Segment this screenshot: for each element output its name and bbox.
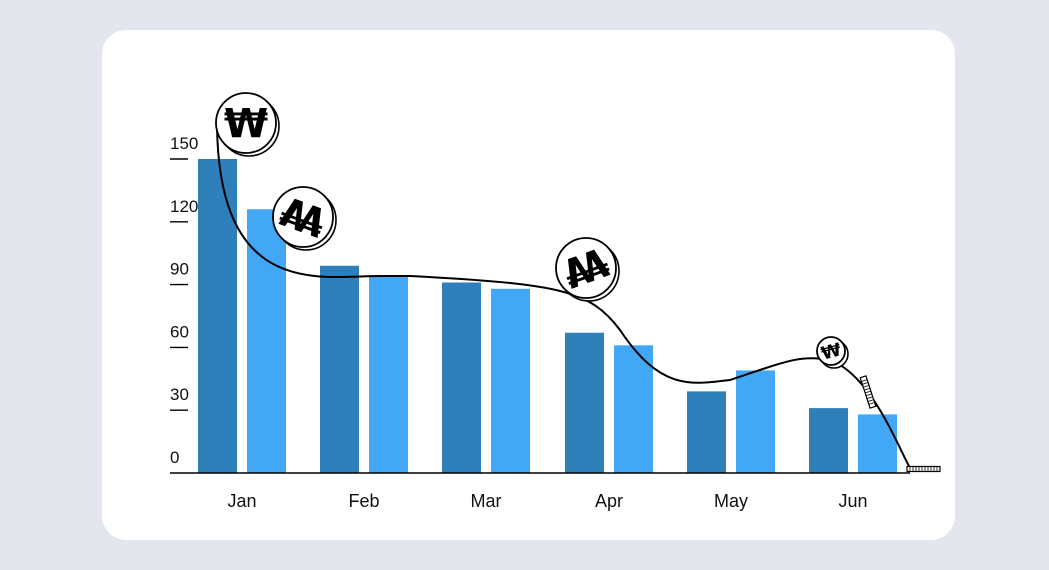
bar-series2-mar	[491, 288, 530, 473]
coin-ridge	[867, 399, 874, 402]
coin-face	[272, 186, 334, 248]
x-tick-label: Jan	[227, 491, 256, 511]
bars	[198, 159, 897, 474]
bar-series2-jan	[247, 209, 286, 474]
coin-ridge	[864, 387, 871, 391]
coin-edge-on-icon	[859, 375, 877, 409]
coin-ridge	[865, 390, 871, 394]
won-coin-icon: ₩	[816, 336, 849, 369]
y-tick-label: 90	[170, 260, 189, 279]
won-coin-icon: ₩	[272, 186, 337, 251]
bar-series1-may	[687, 391, 726, 473]
bar-series2-may	[736, 370, 775, 473]
x-tick-label: Jun	[838, 491, 867, 511]
x-tick-label: Feb	[348, 491, 379, 511]
coin-ridge	[868, 402, 875, 405]
coin-face	[555, 237, 617, 299]
bar-series2-apr	[614, 345, 653, 473]
bar-series1-apr	[565, 332, 604, 473]
y-tick-label: 60	[170, 322, 189, 341]
coin-ridge	[865, 393, 872, 397]
coin-face	[816, 336, 846, 366]
y-axis: 0 30 60 90 120 150	[170, 134, 198, 467]
coin-ridge	[866, 396, 873, 400]
y-tick-label: 150	[170, 134, 198, 153]
bar-series2-jun	[858, 414, 897, 473]
coin-ridge	[862, 382, 869, 385]
coin-flat-icon	[906, 465, 941, 473]
x-tick-label: Mar	[471, 491, 502, 511]
coin-flat-body	[906, 465, 941, 473]
coin-curve-decoration: ₩₩₩₩	[215, 92, 941, 473]
won-coin-icon: ₩	[555, 237, 620, 302]
bar-series1-feb	[320, 265, 359, 473]
coin-ridge	[861, 379, 868, 382]
coin-ridge	[863, 384, 870, 388]
y-tick-label: 120	[170, 197, 198, 216]
won-symbol-glyph: ₩	[224, 101, 268, 147]
y-tick-label: 30	[170, 385, 189, 404]
won-coin-icon: ₩	[215, 92, 280, 157]
bar-series2-feb	[369, 276, 408, 473]
x-axis: Jan Feb Mar Apr May Jun	[227, 491, 867, 511]
x-tick-label: Apr	[595, 491, 623, 511]
bar-series1-jan	[198, 159, 237, 473]
bar-series1-jun	[809, 408, 848, 473]
y-tick-label: 0	[170, 448, 179, 467]
coin-face	[215, 92, 277, 154]
x-tick-label: May	[714, 491, 748, 511]
bar-series1-mar	[442, 282, 481, 473]
